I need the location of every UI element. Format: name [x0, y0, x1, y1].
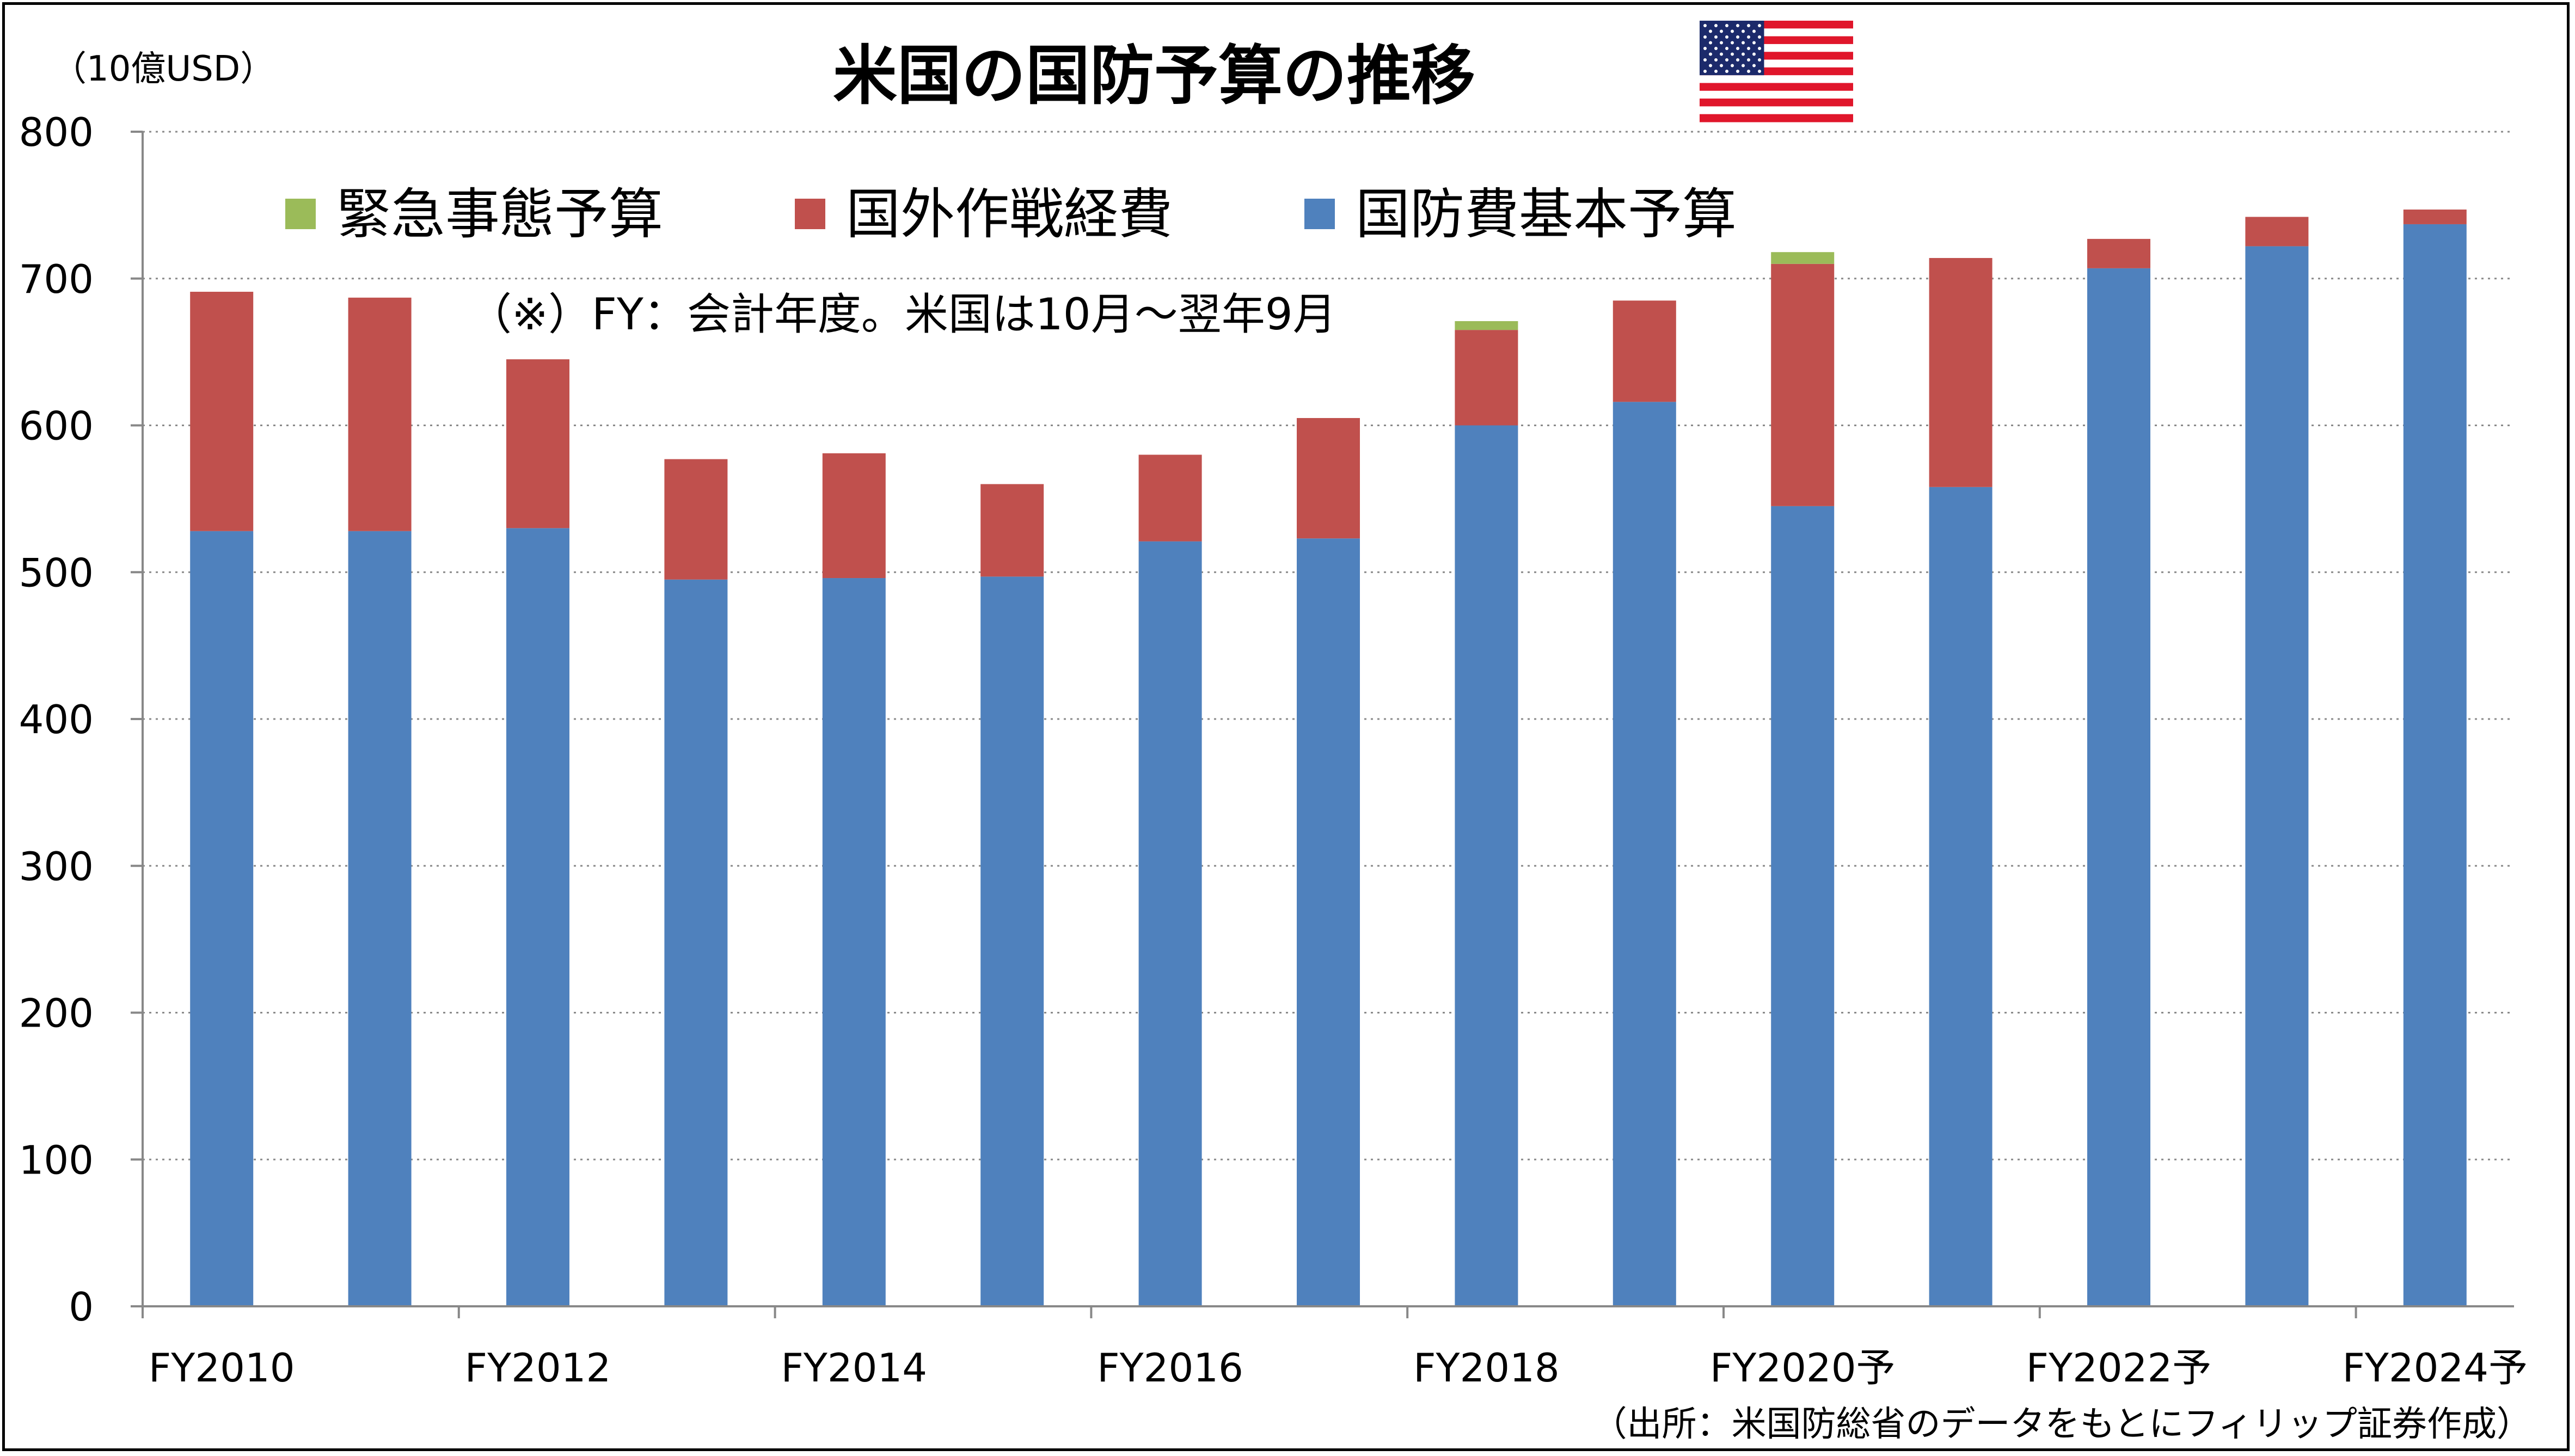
bar-base-11	[1929, 487, 1992, 1307]
bar-base-1	[348, 531, 412, 1306]
source-note: （出所：米国防総省のデータをもとにフィリップ証券作成）	[1592, 1404, 2531, 1445]
x-tick-label: FY2020予	[1710, 1345, 1896, 1391]
bar-base-0	[190, 531, 254, 1306]
legend-swatch	[285, 199, 316, 229]
bar-oco-2	[506, 359, 569, 529]
bar-oco-4	[822, 453, 886, 579]
y-tick-label: 700	[19, 256, 94, 302]
bar-oco-8	[1455, 330, 1518, 426]
x-tick-label: FY2012	[465, 1345, 611, 1391]
x-tick-labels: FY2010 FY2012 FY2014 FY2016 FY2018 FY2020予 FY2…	[149, 1345, 2528, 1391]
legend-label: 国外作戦経費	[846, 182, 1173, 246]
axes	[131, 131, 2514, 1318]
bar-base-3	[664, 579, 728, 1306]
legend-label: 緊急事態予算	[336, 182, 663, 246]
legend: 緊急事態予算 国外作戦経費 国防費基本予算	[285, 182, 1737, 246]
bar-base-8	[1455, 425, 1518, 1306]
bars-group	[190, 209, 2467, 1307]
bar-oco-3	[664, 459, 728, 580]
y-tick-label: 800	[19, 109, 94, 155]
us-flag-icon	[1700, 21, 1853, 122]
bar-oco-10	[1771, 263, 1835, 506]
bar-emergency-10	[1771, 252, 1835, 264]
bar-oco-5	[980, 484, 1044, 577]
y-tick-labels: 0 100 200 300 400 500 600 700 800	[19, 109, 94, 1330]
bar-base-9	[1613, 402, 1676, 1306]
bar-base-14	[2403, 224, 2467, 1306]
legend-label: 国防費基本予算	[1356, 182, 1737, 246]
y-tick-label: 500	[19, 550, 94, 595]
x-tick-label: FY2024予	[2342, 1345, 2528, 1391]
bar-base-12	[2087, 268, 2150, 1307]
x-tick-label: FY2016	[1097, 1345, 1243, 1391]
y-tick-label: 100	[19, 1137, 94, 1183]
x-tick-label: FY2022予	[2026, 1345, 2212, 1391]
bar-base-6	[1138, 541, 1202, 1306]
bar-oco-6	[1138, 454, 1202, 542]
y-tick-label: 600	[19, 403, 94, 449]
legend-swatch	[1304, 199, 1335, 229]
y-tick-label: 400	[19, 697, 94, 742]
bar-oco-13	[2245, 217, 2309, 247]
chart-title: 米国の国防予算の推移	[833, 38, 1475, 113]
bar-base-5	[980, 576, 1044, 1306]
x-tick-label: FY2014	[781, 1345, 927, 1391]
y-tick-label: 300	[19, 844, 94, 889]
bar-oco-7	[1297, 418, 1360, 539]
bar-oco-11	[1929, 257, 1992, 487]
legend-swatch	[795, 199, 825, 229]
unit-label: （10億USD）	[52, 49, 275, 89]
x-tick-label: FY2010	[149, 1345, 295, 1391]
bar-base-2	[506, 528, 569, 1307]
bar-oco-12	[2087, 238, 2150, 268]
bar-base-10	[1771, 506, 1835, 1306]
x-tick-label: FY2018	[1413, 1345, 1560, 1391]
bar-oco-0	[190, 292, 254, 531]
bar-base-7	[1297, 538, 1360, 1306]
chart-note: （※）FY：会計年度。米国は10月～翌年9月	[468, 289, 1336, 340]
bar-oco-1	[348, 297, 412, 531]
bar-emergency-8	[1455, 321, 1518, 330]
y-tick-label: 200	[19, 991, 94, 1036]
bar-oco-9	[1613, 300, 1676, 402]
bar-base-4	[822, 578, 886, 1306]
bar-oco-14	[2403, 209, 2467, 224]
y-tick-label: 0	[69, 1284, 94, 1330]
bar-base-13	[2245, 246, 2309, 1306]
